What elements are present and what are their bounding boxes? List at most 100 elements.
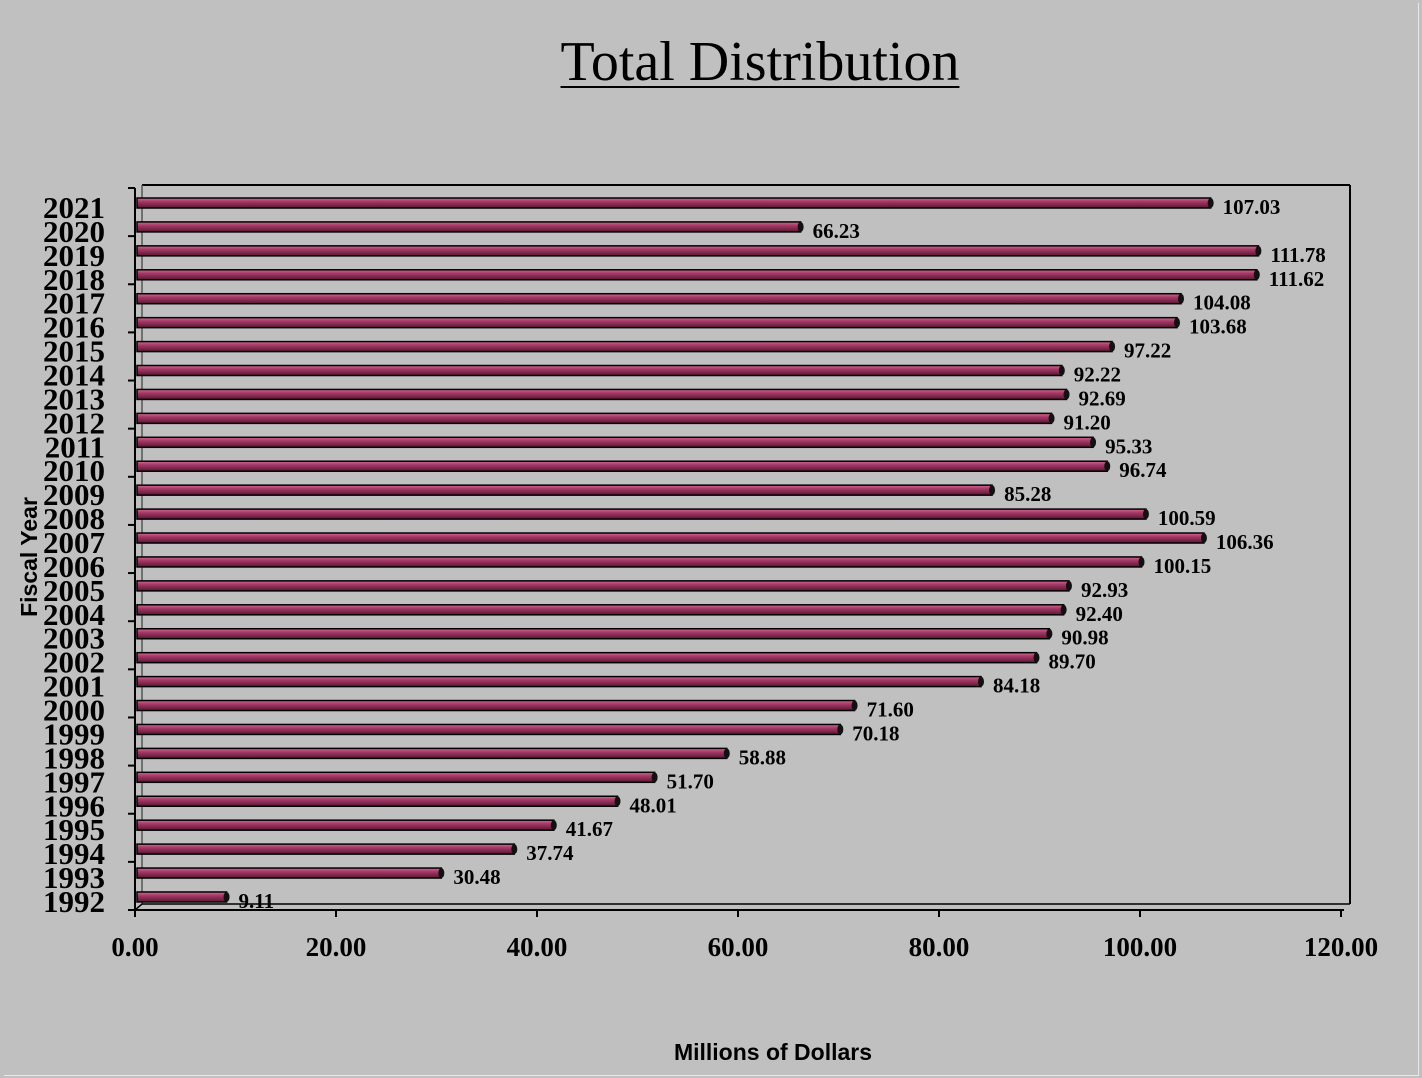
data-label-2004: 92.40 [1076,602,1123,626]
bar-body [136,604,1065,616]
bar-end-cap [797,221,804,232]
bar-2009 [136,484,996,496]
data-label-2021: 107.03 [1223,195,1281,219]
bar-2012 [136,412,1055,425]
bar-end-cap [1090,437,1097,448]
bar-end-cap [1060,604,1067,615]
bar-end-cap [1109,341,1116,352]
year-label-1995: 1995 [43,812,105,847]
chart-title: Total Distribution [560,31,960,93]
bar-end-cap [1063,389,1070,400]
year-label-1999: 1999 [43,716,105,751]
bar-2020 [136,221,804,233]
data-label-1999: 70.18 [852,721,899,745]
data-label-2005: 92.93 [1081,578,1128,602]
bar-2007 [136,532,1207,544]
year-label-2016: 2016 [43,310,105,345]
bar-2008 [136,508,1149,520]
bar-end-cap [223,891,230,902]
bar-2013 [136,388,1070,401]
y-axis-title: Fiscal Year [16,497,42,617]
bar-body [136,364,1063,377]
bar-end-cap [1178,293,1185,304]
bar-2000 [136,699,858,712]
bar-end-cap [1058,365,1065,376]
bar-2021 [136,197,1214,209]
bar-end-cap [1207,198,1214,208]
x-tick-label: 40.00 [507,932,568,962]
bar-end-cap [651,772,658,783]
bar-2019 [136,245,1262,257]
year-label-2013: 2013 [43,381,105,416]
year-label-2004: 2004 [43,597,105,632]
x-tick-label: 60.00 [708,932,769,962]
bar-end-cap [989,485,996,496]
bar-1996 [136,795,621,807]
year-label-2008: 2008 [43,501,105,536]
bar-2006 [136,556,1145,568]
data-label-2007: 106.36 [1216,530,1274,554]
bar-body [136,484,993,496]
bar-body [136,412,1053,425]
bar-body [136,436,1094,449]
year-label-1993: 1993 [43,860,105,895]
bar-body [136,532,1205,544]
bar-1992 [136,891,230,903]
year-label-2014: 2014 [43,358,105,393]
bar-body [136,699,856,712]
bar-2014 [136,364,1065,377]
bar-end-cap [614,796,621,807]
bar-end-cap [978,676,985,687]
year-label-2021: 2021 [43,190,105,225]
data-label-2015: 97.22 [1124,339,1171,363]
bar-end-cap [1033,652,1040,663]
data-label-2020: 66.23 [813,219,860,243]
bar-end-cap [550,820,557,831]
bar-body [136,843,516,855]
data-label-2014: 92.22 [1074,363,1121,387]
bar-end-cap [1253,269,1260,280]
x-tick-label: 20.00 [306,932,367,962]
data-label-1997: 51.70 [667,769,714,793]
bar-body [136,460,1108,472]
year-label-1996: 1996 [43,788,105,823]
bar-end-cap [438,868,445,879]
bar-body [136,747,728,760]
data-label-1995: 41.67 [566,817,613,841]
year-label-2011: 2011 [45,429,105,464]
year-label-2002: 2002 [43,645,105,680]
x-tick-label: 80.00 [909,932,970,962]
bar-2001 [136,675,985,688]
year-label-2015: 2015 [43,334,105,369]
x-axis-title: Millions of Dollars [674,1039,872,1065]
bar-end-cap [1048,413,1055,424]
bar-body [136,675,982,688]
data-label-2013: 92.69 [1079,386,1126,410]
data-label-1996: 48.01 [630,793,677,817]
data-label-2016: 103.68 [1189,315,1247,339]
bar-body [136,197,1212,209]
year-label-2009: 2009 [43,477,105,512]
bar-end-cap [837,724,844,735]
data-label-1992: 9.11 [239,889,275,913]
data-label-2019: 111.78 [1270,243,1325,267]
bar-body [136,508,1147,520]
year-label-2001: 2001 [43,669,105,704]
x-tick-label: 0.00 [111,932,158,962]
bar-1997 [136,771,658,784]
data-label-2011: 95.33 [1105,434,1152,458]
bar-2011 [136,436,1097,449]
bars [136,197,1262,903]
bar-2005 [136,580,1072,592]
data-label-2000: 71.60 [867,698,914,722]
year-label-2005: 2005 [43,573,105,608]
data-label-2001: 84.18 [993,674,1040,698]
bar-1993 [136,867,445,879]
year-label-1992: 1992 [43,884,105,919]
data-label-1993: 30.48 [453,865,500,889]
bar-end-cap [1138,556,1145,567]
y-axis-ticks [128,187,135,911]
data-label-2018: 111.62 [1269,267,1324,291]
